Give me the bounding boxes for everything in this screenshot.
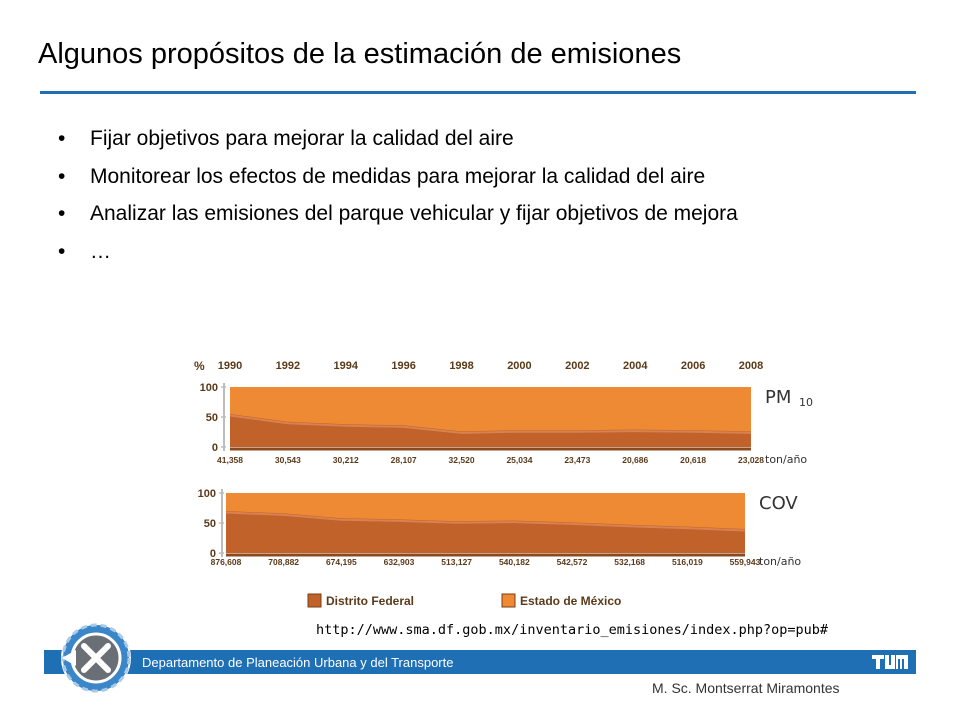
data-label-total: 23,028 — [738, 455, 764, 465]
department-logo-icon — [61, 623, 131, 693]
data-label-total: 30,212 — [333, 455, 359, 465]
data-label-total: 532,168 — [614, 557, 645, 567]
totals-unit-label: ton/año — [765, 453, 807, 466]
y-tick-label: 0 — [210, 548, 216, 560]
author-name: M. Sc. Montserrat Miramontes — [652, 680, 840, 696]
data-label-total: 540,182 — [499, 557, 530, 567]
bullet-item: •… — [58, 233, 738, 271]
series-area-distrito-federal — [226, 511, 745, 553]
bullet-symbol: • — [58, 239, 66, 263]
data-label-total: 25,034 — [506, 455, 532, 465]
x-tick-label: 2006 — [681, 360, 705, 372]
data-label-total: 20,686 — [622, 455, 648, 465]
tum-logo-icon — [870, 652, 910, 672]
data-label-total: 513,127 — [441, 557, 472, 567]
data-label-total: 876,608 — [211, 557, 242, 567]
data-label-total: 30,543 — [275, 455, 301, 465]
data-label-total: 28,107 — [391, 455, 417, 465]
x-tick-label: 1990 — [218, 360, 242, 372]
emissions-chart: 1990 1992 1994 1996 1998 2000 2002 2004 2006 2008… — [194, 359, 813, 608]
legend-label: Distrito Federal — [326, 594, 414, 608]
x-tick-label: 2004 — [623, 360, 648, 372]
legend-label: Estado de México — [520, 594, 621, 608]
data-label-total: 542,572 — [557, 557, 588, 567]
data-label-total: 23,473 — [564, 455, 590, 465]
series-boundary-line — [229, 414, 752, 434]
series-pollutant-label: COV — [759, 493, 798, 514]
series-boundary-line — [225, 511, 746, 532]
x-tick-label: 2000 — [507, 360, 531, 372]
x-tick-label: 2008 — [739, 360, 763, 372]
data-label-total: 674,195 — [326, 557, 357, 567]
data-label-total: 41,358 — [217, 455, 243, 465]
x-tick-label: 1994 — [334, 360, 359, 372]
series-pollutant-subscript: 10 — [799, 396, 813, 409]
legend-swatch — [501, 593, 516, 608]
department-name: Departamento de Planeación Urbana y del … — [142, 655, 454, 670]
data-label-total: 708,882 — [268, 557, 299, 567]
slide-title: Algunos propósitos de la estimación de e… — [38, 38, 682, 70]
x-tick-label: 2002 — [565, 360, 589, 372]
bullet-symbol: • — [58, 202, 66, 225]
data-label-total: 32,520 — [449, 455, 475, 465]
series-pollutant-label: PM — [765, 387, 791, 408]
totals-unit-label: ton/año — [759, 555, 801, 568]
source-url[interactable]: http://www.sma.df.gob.mx/inventario_emis… — [316, 622, 829, 638]
bullet-text: … — [90, 239, 111, 263]
footer-bar — [44, 650, 916, 674]
legend-swatch — [307, 593, 322, 608]
y-tick-label: 100 — [200, 382, 218, 394]
x-tick-label: 1998 — [449, 360, 473, 372]
bullet-item: • Analizar las emisiones del parque vehic… — [58, 195, 738, 233]
y-tick-label: 50 — [204, 518, 216, 530]
bullet-item: • Fijar objetivos para mejorar la calidad… — [58, 120, 738, 158]
title-divider — [40, 91, 916, 94]
data-label-total: 516,019 — [672, 557, 703, 567]
bullet-symbol: • — [58, 164, 66, 188]
bullet-symbol: • — [58, 127, 66, 150]
x-tick-label: 1992 — [276, 360, 300, 372]
bullet-text: Monitorear los efectos de medidas para m… — [90, 164, 706, 188]
data-label-total: 20,618 — [680, 455, 706, 465]
data-label-total: 559,943 — [730, 557, 761, 567]
y-tick-label: 0 — [212, 442, 218, 454]
x-tick-label: 1996 — [391, 360, 415, 372]
series-area-distrito-federal — [230, 414, 751, 447]
y-tick-label: 100 — [198, 488, 216, 500]
bullet-text: Fijar objetivos para mejorar la calidad … — [90, 127, 514, 150]
bullet-text: Analizar las emisiones del parque vehicu… — [90, 202, 738, 225]
bullet-item: • Monitorear los efectos de medidas para … — [58, 158, 738, 196]
y-tick-label: 50 — [206, 412, 218, 424]
data-label-total: 632,903 — [384, 557, 415, 567]
bullet-list: • Fijar objetivos para mejorar la calidad… — [58, 120, 738, 270]
y-unit-label: % — [194, 359, 205, 373]
